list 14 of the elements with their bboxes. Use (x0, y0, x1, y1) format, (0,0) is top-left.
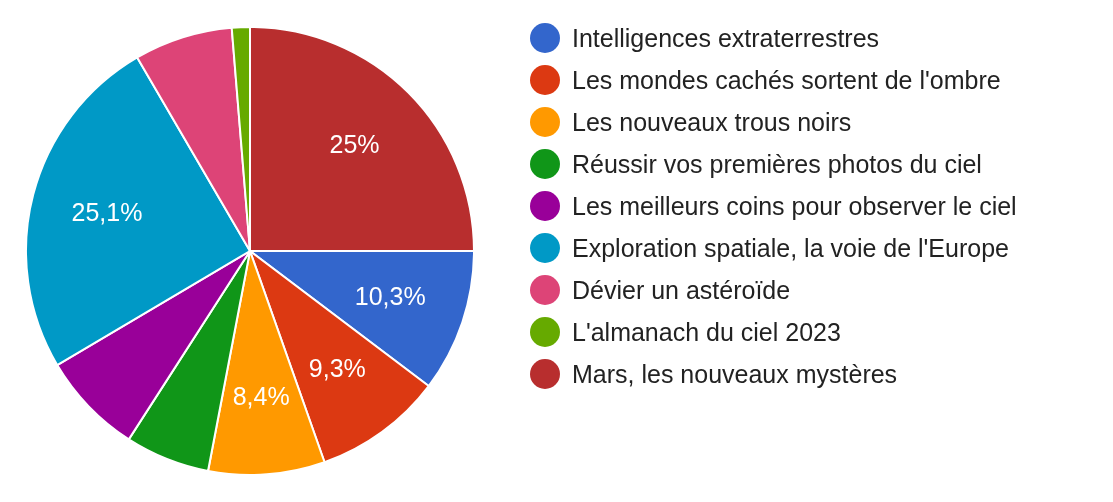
data-label: 25,1% (71, 197, 143, 226)
data-label: 9,3% (308, 354, 366, 383)
legend-label: Intelligences extraterrestres (572, 23, 880, 54)
legend-label: Les meilleurs coins pour observer le ciel (572, 191, 1017, 222)
legend-label: Les nouveaux trous noirs (572, 107, 852, 138)
data-label: 8,4% (232, 382, 290, 411)
legend-label: Exploration spatiale, la voie de l'Europe (572, 233, 1009, 264)
data-label: 10,3% (354, 281, 426, 310)
legend-label: L'almanach du ciel 2023 (572, 317, 841, 348)
legend-label: Dévier un astéroïde (572, 275, 791, 306)
legend-label: Les mondes cachés sortent de l'ombre (572, 65, 1001, 96)
data-label: 25% (329, 130, 380, 159)
legend-label: Réussir vos premières photos du ciel (572, 149, 982, 180)
legend-label: Mars, les nouveaux mystères (572, 359, 898, 390)
